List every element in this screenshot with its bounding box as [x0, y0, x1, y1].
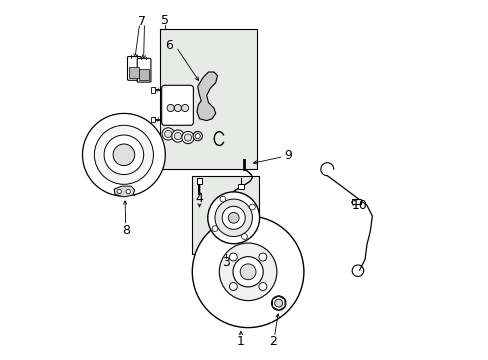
Circle shape: [228, 212, 239, 223]
Circle shape: [104, 135, 143, 175]
FancyBboxPatch shape: [162, 85, 193, 125]
Circle shape: [182, 131, 194, 144]
FancyBboxPatch shape: [137, 58, 151, 82]
Text: 4: 4: [195, 192, 203, 205]
Circle shape: [222, 206, 244, 229]
Polygon shape: [197, 72, 217, 121]
Circle shape: [113, 144, 134, 166]
Circle shape: [271, 296, 285, 310]
Circle shape: [171, 130, 183, 142]
Circle shape: [164, 130, 171, 138]
Circle shape: [184, 134, 191, 141]
Text: 10: 10: [351, 199, 367, 212]
Text: 9: 9: [283, 149, 291, 162]
Circle shape: [174, 132, 181, 140]
Circle shape: [240, 264, 256, 280]
Circle shape: [195, 134, 200, 139]
Polygon shape: [82, 113, 165, 196]
Bar: [151, 87, 155, 93]
Circle shape: [192, 216, 303, 328]
Bar: [151, 117, 155, 122]
Circle shape: [174, 104, 181, 112]
Circle shape: [193, 131, 202, 141]
Text: 2: 2: [269, 335, 277, 348]
Bar: [129, 67, 139, 78]
Bar: [238, 184, 244, 189]
Circle shape: [167, 104, 174, 112]
Bar: [139, 69, 149, 80]
Circle shape: [215, 199, 252, 237]
Circle shape: [220, 196, 225, 202]
Text: 7: 7: [138, 15, 145, 28]
Circle shape: [207, 192, 259, 244]
Bar: [192, 176, 258, 254]
Circle shape: [117, 189, 121, 194]
FancyBboxPatch shape: [127, 57, 141, 80]
Circle shape: [162, 128, 174, 140]
Circle shape: [94, 125, 153, 184]
Text: 6: 6: [164, 39, 172, 51]
Circle shape: [258, 283, 266, 291]
Circle shape: [126, 189, 130, 194]
Circle shape: [249, 204, 255, 210]
Bar: [196, 178, 202, 184]
Polygon shape: [114, 186, 134, 197]
Circle shape: [181, 104, 188, 112]
Text: 1: 1: [237, 335, 244, 348]
Circle shape: [258, 253, 266, 261]
Circle shape: [241, 234, 247, 239]
Circle shape: [229, 253, 237, 261]
Circle shape: [212, 226, 218, 231]
Text: 5: 5: [160, 14, 168, 27]
Bar: [352, 199, 361, 204]
Circle shape: [219, 243, 276, 301]
Bar: [160, 29, 257, 169]
Circle shape: [232, 257, 263, 287]
Text: 3: 3: [222, 256, 230, 269]
Circle shape: [274, 299, 282, 307]
Text: 8: 8: [122, 224, 129, 237]
Circle shape: [229, 283, 237, 291]
